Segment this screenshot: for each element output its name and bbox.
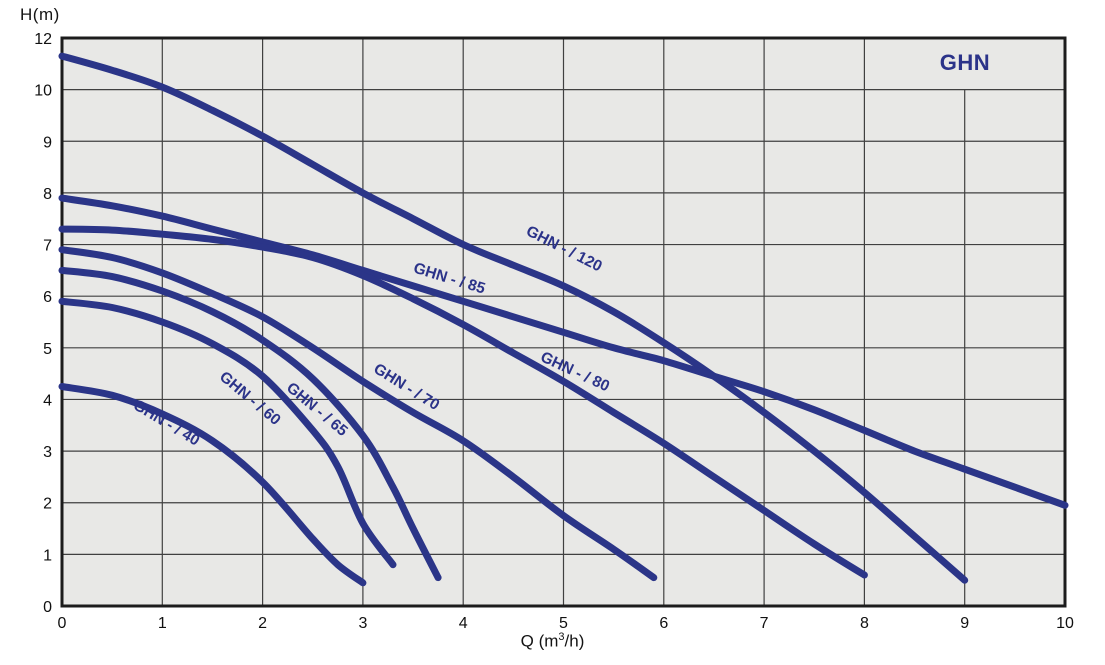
y-axis-title: H(m)	[20, 5, 60, 24]
curve-ghn-85	[58, 194, 1069, 509]
x-tick-label: 9	[960, 615, 969, 632]
x-tick-label: 2	[258, 615, 267, 632]
x-tick-label: 6	[659, 615, 668, 632]
y-tick-label: 2	[43, 496, 52, 513]
curve-ghn-70	[58, 246, 658, 582]
x-tick-label: 7	[760, 615, 769, 632]
x-tick-label: 10	[1056, 615, 1074, 632]
y-tick-label: 7	[43, 238, 52, 255]
y-tick-label: 6	[43, 289, 52, 306]
y-tick-label: 3	[43, 444, 52, 461]
curve-ghn-80	[58, 225, 868, 579]
curve-ghn-120	[58, 52, 969, 584]
x-tick-label: 8	[860, 615, 869, 632]
curve-ghn-40	[58, 383, 367, 587]
x-tick-label: 4	[459, 615, 468, 632]
y-tick-label: 12	[34, 31, 52, 48]
y-tick-label: 0	[43, 599, 52, 616]
x-tick-label: 1	[158, 615, 167, 632]
plot-border	[60, 36, 1067, 608]
curve-ghn-60	[58, 297, 397, 569]
x-axis-title: Q (m3/h)	[0, 631, 1105, 652]
y-tick-label: 1	[43, 547, 52, 564]
y-tick-label: 10	[34, 83, 52, 100]
x-axis-title-prefix: Q (m	[520, 631, 559, 651]
curve-ghn-65	[58, 266, 442, 582]
y-tick-label: 8	[43, 186, 52, 203]
x-tick-label: 0	[58, 615, 67, 632]
y-tick-label: 4	[43, 392, 52, 409]
y-tick-label: 5	[43, 341, 52, 358]
x-tick-label: 3	[358, 615, 367, 632]
y-tick-label: 9	[43, 134, 52, 151]
x-axis-title-exponent: 3	[558, 631, 565, 643]
x-tick-label: 5	[559, 615, 568, 632]
chart-title: GHN	[939, 50, 991, 75]
x-axis-title-suffix: /h)	[564, 631, 585, 651]
